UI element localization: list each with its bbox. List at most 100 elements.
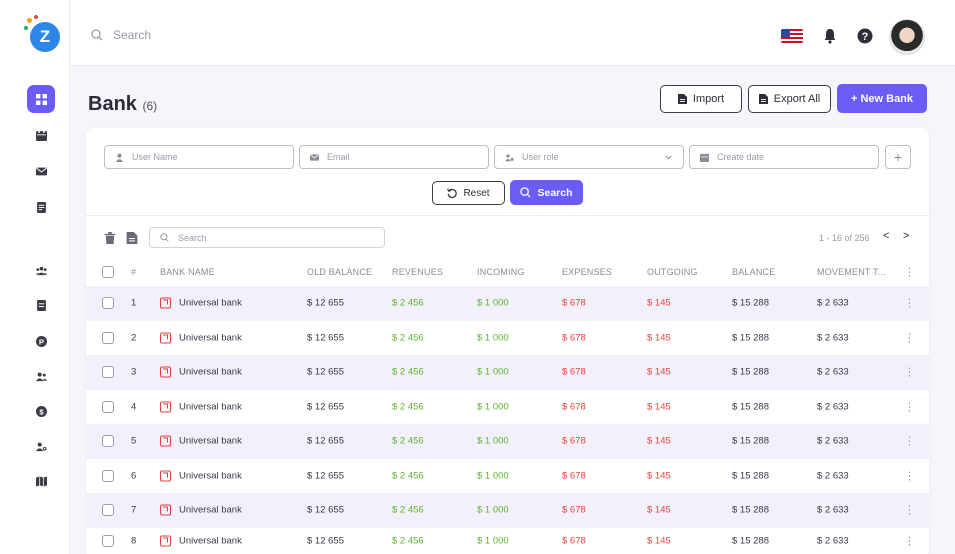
row-number: 3 bbox=[131, 366, 137, 378]
col-movement[interactable]: MOVEMENT T... bbox=[817, 267, 886, 278]
columns-menu-icon[interactable]: ⋮ bbox=[904, 266, 916, 279]
calendar-icon bbox=[35, 129, 47, 141]
table-row[interactable]: 1 Universal bank $ 12 655 $ 2 456 $ 1 00… bbox=[86, 286, 929, 321]
table-row[interactable]: 2 Universal bank $ 12 655 $ 2 456 $ 1 00… bbox=[86, 321, 929, 356]
next-page-button[interactable]: > bbox=[903, 230, 910, 242]
page-title-text: Bank bbox=[88, 93, 137, 115]
sidebar-item-contacts[interactable] bbox=[27, 362, 55, 390]
bank-name-cell[interactable]: Universal bank bbox=[160, 401, 242, 412]
help-icon[interactable]: ? bbox=[857, 28, 873, 44]
row-checkbox[interactable] bbox=[102, 435, 114, 448]
row-menu-icon[interactable]: ⋮ bbox=[904, 504, 915, 517]
user-role-select[interactable]: User role bbox=[494, 145, 684, 169]
col-old-balance[interactable]: OLD BALANCE bbox=[307, 267, 373, 278]
outgoing-cell: $ 145 bbox=[647, 504, 671, 516]
bank-name-cell[interactable]: Universal bank bbox=[160, 332, 242, 343]
bank-name-cell[interactable]: Universal bank bbox=[160, 297, 242, 309]
reset-label: Reset bbox=[463, 187, 490, 199]
sidebar-item-user-roles[interactable] bbox=[27, 432, 55, 460]
sidebar-item-paypal[interactable]: P bbox=[27, 327, 55, 355]
row-menu-icon[interactable]: ⋮ bbox=[904, 332, 915, 345]
bank-card bbox=[86, 128, 929, 554]
table-row[interactable]: 6 Universal bank $ 12 655 $ 2 456 $ 1 00… bbox=[86, 459, 929, 494]
row-checkbox[interactable] bbox=[102, 366, 114, 379]
sidebar-item-money[interactable]: $ bbox=[27, 397, 55, 425]
old-balance-cell: $ 12 655 bbox=[307, 366, 344, 378]
row-menu-icon[interactable]: ⋮ bbox=[904, 535, 915, 548]
bell-icon[interactable] bbox=[822, 28, 838, 44]
svg-text:$: $ bbox=[39, 407, 44, 416]
trash-icon[interactable] bbox=[104, 232, 116, 244]
sidebar-item-notes[interactable] bbox=[27, 291, 55, 319]
row-number: 7 bbox=[131, 504, 137, 516]
new-bank-button[interactable]: + New Bank bbox=[837, 84, 927, 113]
row-checkbox[interactable] bbox=[102, 400, 114, 413]
table-row[interactable]: 8 Universal bank $ 12 655 $ 2 456 $ 1 00… bbox=[86, 528, 929, 554]
row-checkbox[interactable] bbox=[102, 469, 114, 482]
col-num: # bbox=[131, 267, 137, 278]
prev-page-button[interactable]: < bbox=[883, 230, 890, 242]
email-filter[interactable]: Email bbox=[299, 145, 489, 169]
col-bank-name[interactable]: BANK NAME bbox=[160, 267, 215, 278]
export-button[interactable]: Export All bbox=[748, 85, 831, 113]
search-button[interactable]: Search bbox=[510, 180, 583, 205]
row-checkbox[interactable] bbox=[102, 331, 114, 344]
bank-link-icon bbox=[160, 470, 171, 482]
row-menu-icon[interactable]: ⋮ bbox=[904, 297, 915, 310]
expenses-cell: $ 678 bbox=[562, 470, 586, 482]
bank-name: Universal bank bbox=[179, 297, 242, 309]
table-row[interactable]: 4 Universal bank $ 12 655 $ 2 456 $ 1 00… bbox=[86, 390, 929, 425]
row-menu-icon[interactable]: ⋮ bbox=[904, 435, 915, 448]
row-checkbox[interactable] bbox=[102, 534, 114, 547]
bank-name-cell[interactable]: Universal bank bbox=[160, 366, 242, 378]
map-icon bbox=[35, 476, 47, 486]
col-outgoing[interactable]: OUTGOING bbox=[647, 267, 698, 278]
export-label: Export All bbox=[773, 93, 821, 105]
col-incoming[interactable]: INCOMING bbox=[477, 267, 525, 278]
bank-name-cell[interactable]: Universal bank bbox=[160, 535, 242, 546]
table-row[interactable]: 5 Universal bank $ 12 655 $ 2 456 $ 1 00… bbox=[86, 424, 929, 459]
table-row[interactable]: 3 Universal bank $ 12 655 $ 2 456 $ 1 00… bbox=[86, 355, 929, 390]
row-checkbox[interactable] bbox=[102, 297, 114, 310]
bank-link-icon bbox=[160, 401, 171, 413]
create-date-filter[interactable]: Create date bbox=[689, 145, 879, 169]
row-menu-icon[interactable]: ⋮ bbox=[904, 366, 915, 379]
row-menu-icon[interactable]: ⋮ bbox=[904, 470, 915, 483]
row-checkbox[interactable] bbox=[102, 504, 114, 517]
sidebar-item-users[interactable] bbox=[27, 256, 55, 284]
col-balance[interactable]: BALANCE bbox=[732, 267, 776, 278]
file-icon[interactable] bbox=[126, 232, 138, 244]
table-search-input[interactable]: Search bbox=[149, 227, 385, 248]
bank-link-icon bbox=[160, 504, 171, 516]
app-logo[interactable]: Z bbox=[24, 15, 60, 52]
balance-cell: $ 15 288 bbox=[732, 435, 769, 447]
add-filter-button[interactable]: + bbox=[885, 145, 911, 169]
sidebar-item-calendar[interactable] bbox=[27, 121, 55, 149]
sidebar-item-mail[interactable] bbox=[27, 157, 55, 185]
select-all-checkbox[interactable] bbox=[102, 266, 114, 279]
revenues-cell: $ 2 456 bbox=[392, 401, 424, 413]
import-button[interactable]: Import bbox=[660, 85, 742, 113]
bank-name-cell[interactable]: Universal bank bbox=[160, 470, 242, 481]
expenses-cell: $ 678 bbox=[562, 366, 586, 378]
user-name-filter[interactable]: User Name bbox=[104, 145, 294, 169]
reset-button[interactable]: Reset bbox=[432, 181, 505, 205]
bank-name: Universal bank bbox=[179, 470, 242, 482]
user-avatar[interactable] bbox=[889, 19, 925, 55]
movement-cell: $ 2 633 bbox=[817, 366, 849, 378]
col-revenues[interactable]: REVENUES bbox=[392, 267, 444, 278]
user-role-icon bbox=[505, 153, 514, 161]
sidebar-item-map[interactable] bbox=[27, 467, 55, 495]
row-menu-icon[interactable]: ⋮ bbox=[904, 401, 915, 414]
bank-name-cell[interactable]: Universal bank bbox=[160, 504, 242, 516]
sidebar-item-document[interactable] bbox=[27, 193, 55, 221]
movement-cell: $ 2 633 bbox=[817, 297, 849, 309]
incoming-cell: $ 1 000 bbox=[477, 504, 509, 516]
bank-name-cell[interactable]: Universal bank bbox=[160, 435, 242, 447]
col-expenses[interactable]: EXPENSES bbox=[562, 267, 613, 278]
sidebar-item-dashboard[interactable] bbox=[27, 85, 55, 113]
global-search[interactable]: Search bbox=[91, 28, 151, 42]
table-row[interactable]: 7 Universal bank $ 12 655 $ 2 456 $ 1 00… bbox=[86, 493, 929, 528]
us-flag-icon[interactable] bbox=[781, 29, 803, 43]
old-balance-cell: $ 12 655 bbox=[307, 504, 344, 516]
